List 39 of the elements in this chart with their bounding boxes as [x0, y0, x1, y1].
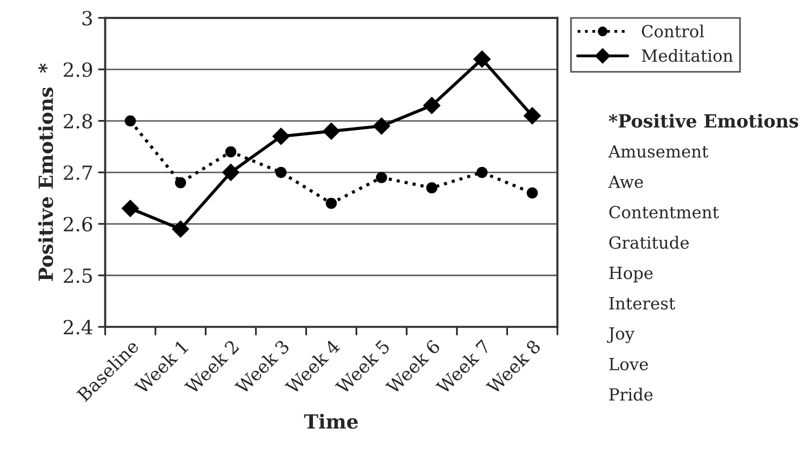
text: Amusement — [608, 145, 708, 158]
y-tick-label: 2.6 — [64, 216, 92, 232]
point — [222, 164, 240, 181]
point — [423, 96, 440, 114]
text: Interest — [609, 297, 676, 310]
point — [174, 177, 186, 188]
text: Pride — [609, 388, 653, 401]
point — [473, 50, 491, 68]
text: Hope — [609, 266, 653, 282]
point — [476, 166, 488, 178]
y-axis-title: Positive Emotions * — [38, 63, 54, 281]
y-tick-label: 2.5 — [64, 268, 92, 284]
point — [322, 122, 340, 140]
text: Gratitude — [609, 236, 689, 249]
point — [326, 198, 337, 209]
y-tick-label: 2.7 — [64, 165, 92, 180]
legend-label: Meditation — [642, 49, 733, 62]
y-tick-label: 3 — [82, 10, 92, 26]
text: Joy — [606, 327, 634, 344]
point — [426, 182, 438, 194]
point — [272, 128, 290, 145]
text: Love — [609, 358, 648, 370]
x-axis-title: Time — [304, 414, 358, 429]
legend-label: Control — [642, 24, 704, 38]
point — [372, 117, 390, 135]
point — [124, 115, 136, 126]
point — [225, 146, 236, 158]
y-tick-label: 2.4 — [64, 320, 92, 335]
point — [275, 166, 287, 178]
point — [376, 172, 388, 184]
y-tick-label: 2.9 — [64, 62, 92, 78]
text: Awe — [608, 176, 643, 188]
y-tick-label: 2.8 — [64, 114, 92, 129]
point — [122, 200, 139, 217]
text: Contentment — [609, 206, 719, 218]
point — [524, 107, 541, 124]
point — [172, 220, 190, 238]
text: *Positive Emotions — [608, 114, 798, 128]
point — [526, 187, 538, 199]
